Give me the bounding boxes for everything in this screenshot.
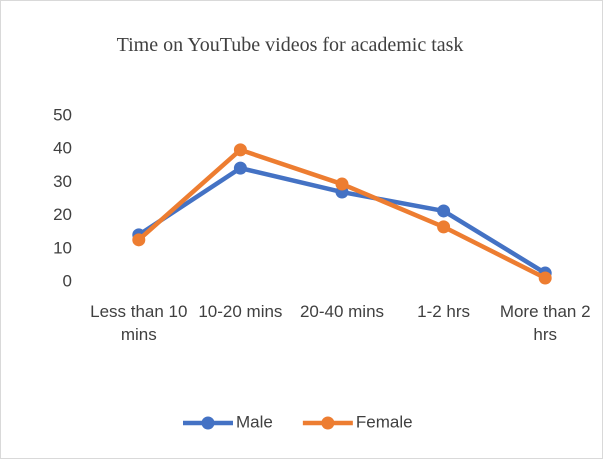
chart-title: Time on YouTube videos for academic task xyxy=(116,34,464,56)
x-tick-label: 1-2 hrs xyxy=(417,302,471,321)
y-tick-label: 50 xyxy=(53,105,72,124)
legend-label: Female xyxy=(356,412,413,431)
legend-marker xyxy=(201,416,215,430)
y-tick-label: 20 xyxy=(53,205,72,224)
y-tick-label: 0 xyxy=(63,271,72,290)
series-marker xyxy=(132,233,146,247)
x-tick-label: Less than 10 mins xyxy=(90,302,188,344)
series-marker xyxy=(437,204,451,218)
x-tick-label: 10-20 mins xyxy=(198,302,283,321)
legend-label: Male xyxy=(236,412,273,431)
series-marker xyxy=(233,161,247,175)
y-tick-label: 40 xyxy=(53,139,72,158)
x-tick-label: 20-40 mins xyxy=(299,302,385,321)
y-tick-label: 30 xyxy=(53,172,72,191)
series-line xyxy=(137,147,547,281)
y-tick-label: 10 xyxy=(53,238,72,257)
series-marker xyxy=(335,177,349,191)
legend-marker xyxy=(321,416,335,430)
series-marker xyxy=(538,271,552,285)
x-tick-label: More than 2 hrs xyxy=(499,302,591,344)
series-marker xyxy=(233,143,247,157)
series-marker xyxy=(437,220,451,234)
